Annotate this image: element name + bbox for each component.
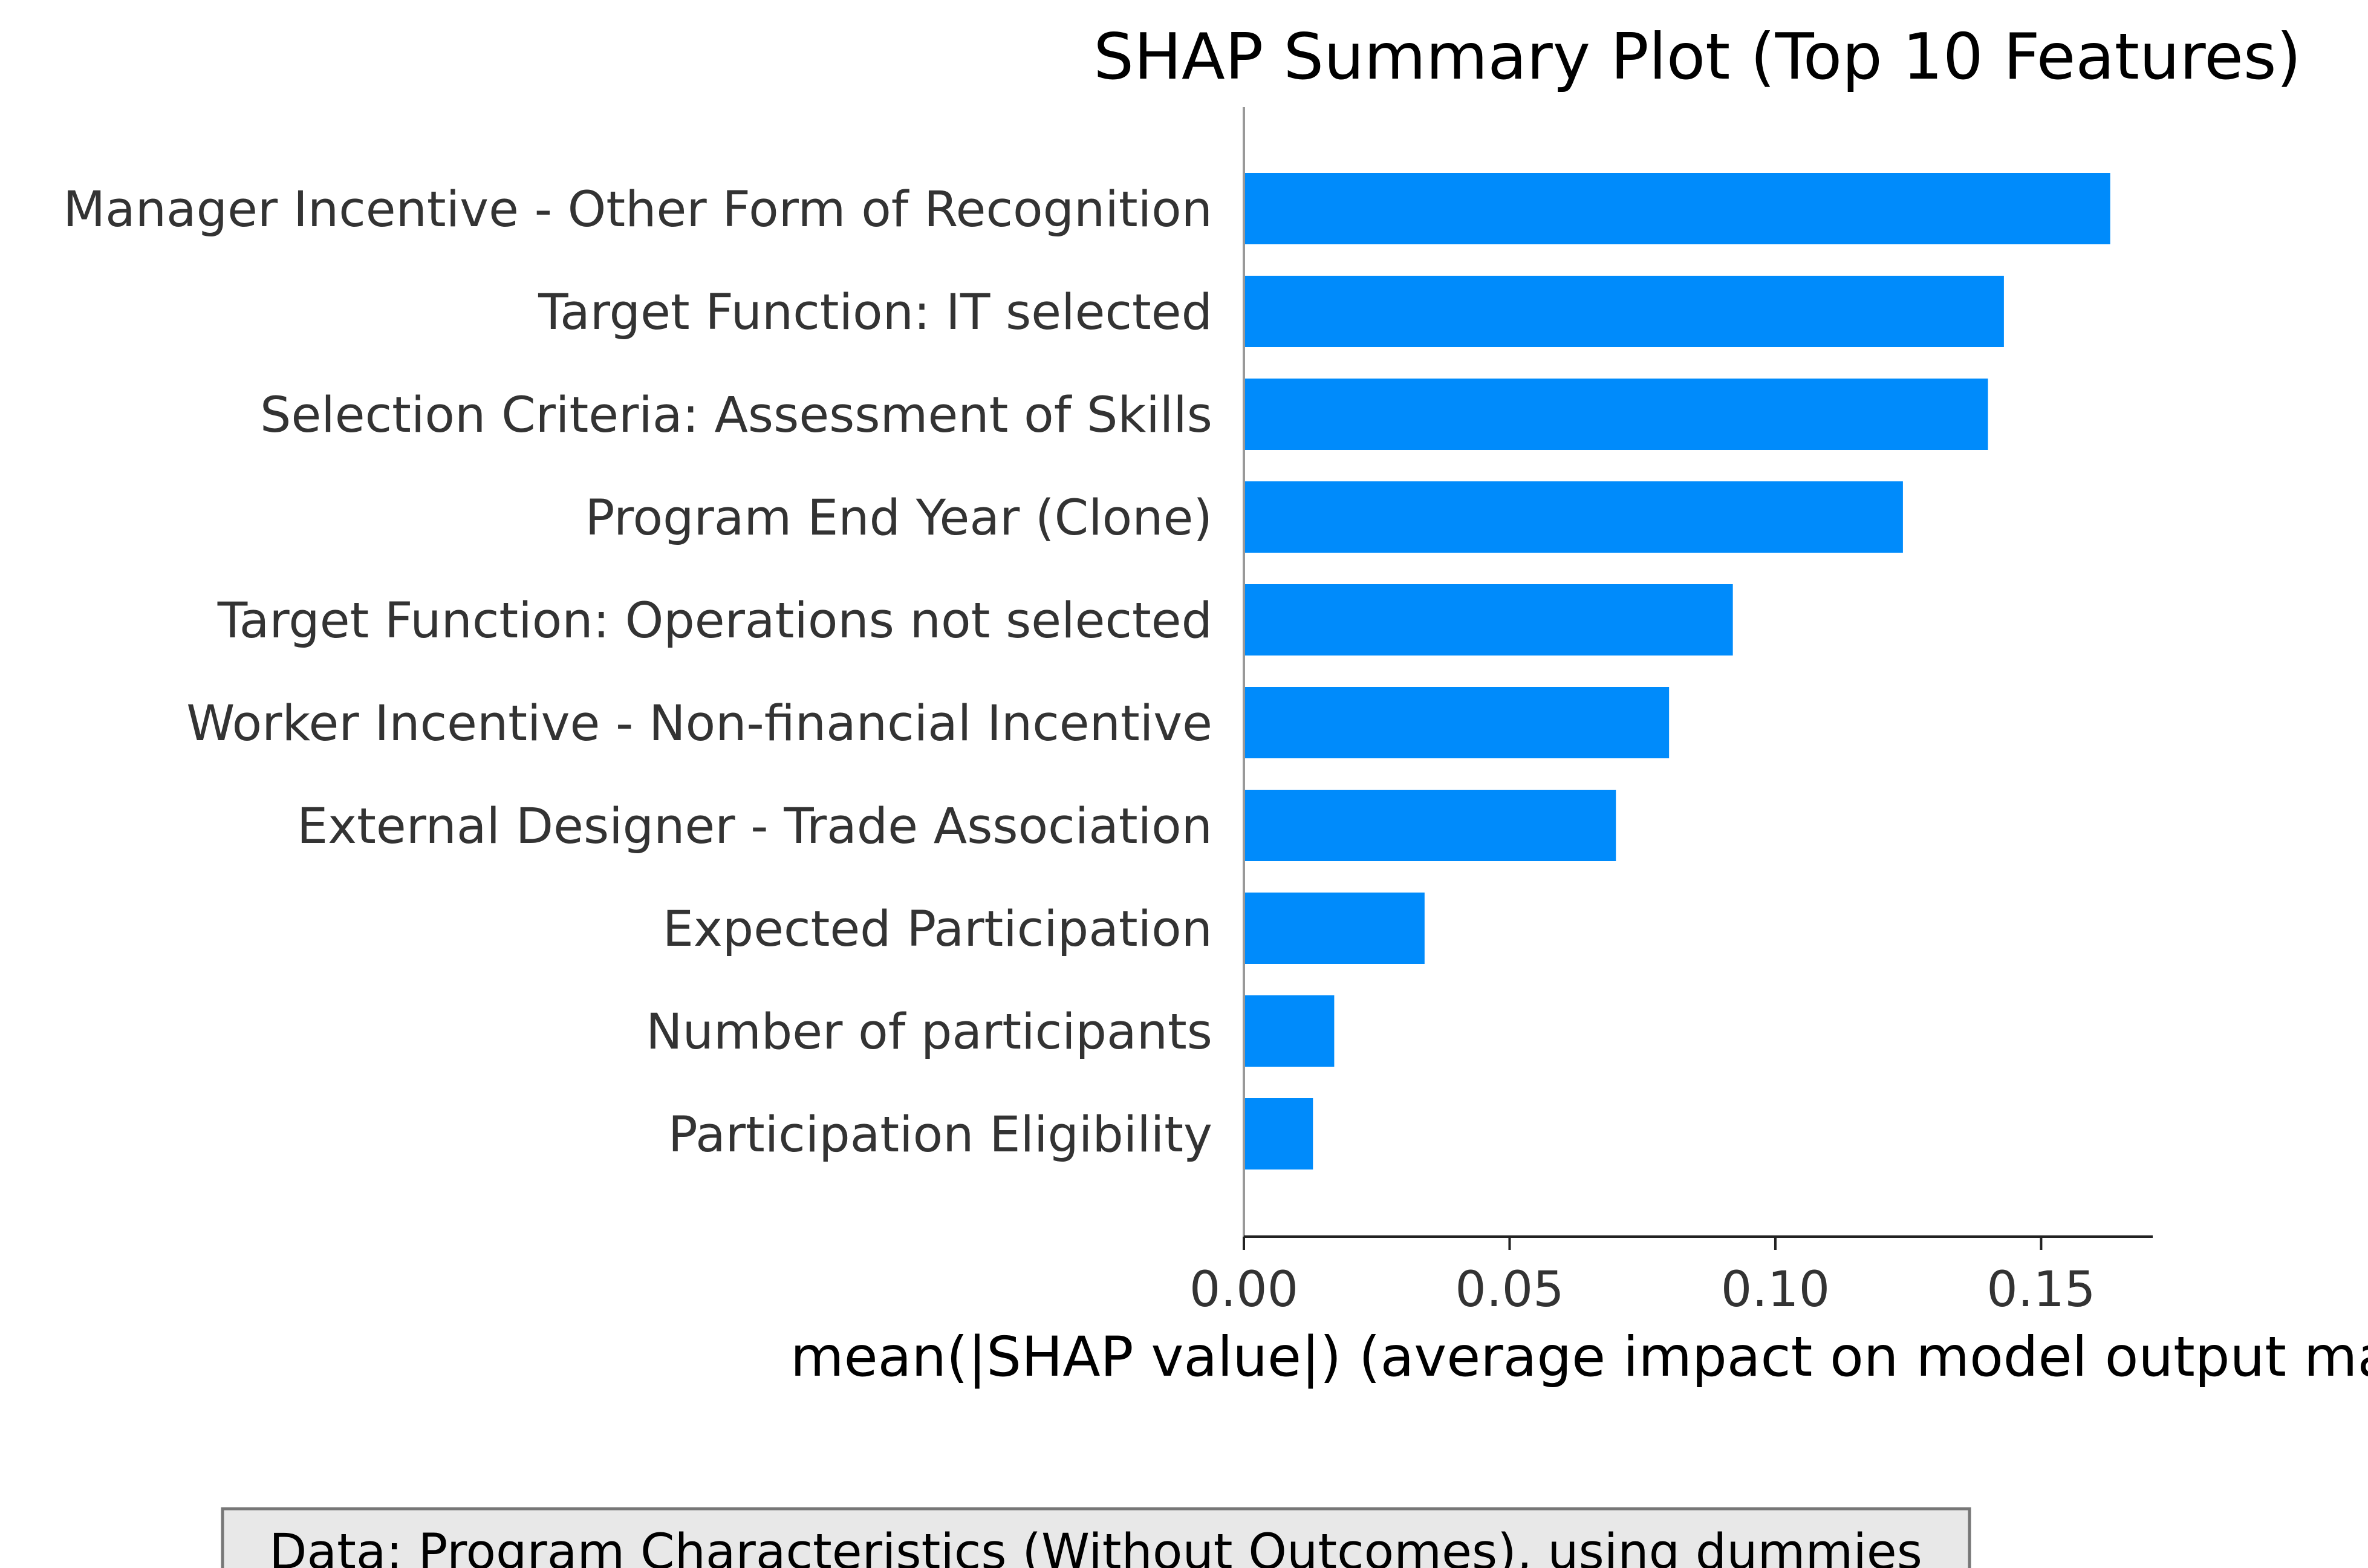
bars-group [1244, 173, 2110, 1169]
x-tick-label: 0.10 [1721, 1261, 1830, 1318]
category-label: Manager Incentive - Other Form of Recogn… [63, 181, 1212, 238]
bar [1244, 687, 1670, 758]
category-label: Worker Incentive - Non-financial Incenti… [186, 695, 1212, 752]
bar [1244, 995, 1335, 1067]
bar [1244, 790, 1616, 861]
category-label: Number of participants [646, 1004, 1212, 1061]
bar [1244, 481, 1903, 553]
bar [1244, 379, 1988, 450]
category-label: Selection Criteria: Assessment of Skills [260, 387, 1212, 444]
x-ticks: 0.00 0.05 0.10 0.15 [1189, 1237, 2096, 1318]
category-label: Program End Year (Clone) [585, 490, 1212, 547]
annotation-text: Data: Program Characteristics (Without O… [269, 1524, 1922, 1568]
bar [1244, 276, 2004, 347]
category-label: Target Function: Operations not selected [217, 593, 1212, 649]
category-label: Target Function: IT selected [538, 284, 1212, 341]
category-label: External Designer - Trade Association [297, 798, 1212, 855]
bar [1244, 584, 1733, 656]
bar [1244, 1098, 1313, 1169]
x-tick-label: 0.00 [1189, 1261, 1298, 1318]
x-axis-label: mean(|SHAP value|) (average impact on mo… [790, 1326, 2368, 1389]
x-tick-label: 0.15 [1986, 1261, 2095, 1318]
category-labels: Manager Incentive - Other Form of Recogn… [63, 181, 1212, 1163]
category-label: Expected Participation [663, 901, 1212, 958]
x-tick-label: 0.05 [1455, 1261, 1564, 1318]
category-label: Participation Eligibility [668, 1107, 1212, 1163]
bar [1244, 893, 1425, 964]
bar [1244, 173, 2110, 244]
chart-title: SHAP Summary Plot (Top 10 Features) [1093, 20, 2301, 94]
annotation-box [221, 1507, 1971, 1568]
